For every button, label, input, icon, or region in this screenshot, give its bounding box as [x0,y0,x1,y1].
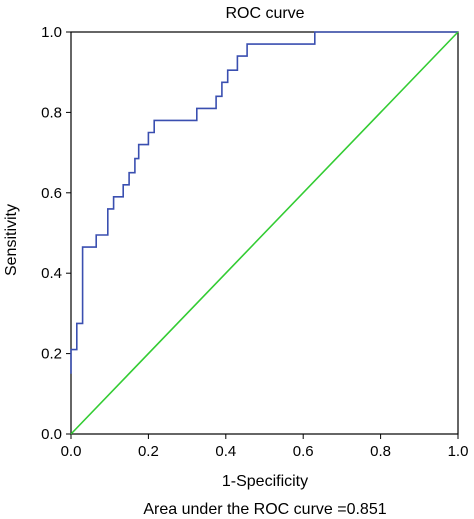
y-tick-label: 0.4 [41,265,62,282]
y-tick-label: 1.0 [41,24,62,41]
chart-title: ROC curve [225,5,304,22]
x-tick-label: 0.0 [61,443,82,460]
x-tick-label: 0.4 [215,443,236,460]
auc-annotation: Area under the ROC curve =0.851 [143,501,386,518]
y-axis-label: Sensitivity [3,204,20,276]
y-tick-label: 0.6 [41,185,62,202]
x-tick-label: 0.6 [293,443,314,460]
plot-frame [70,31,459,435]
x-tick-label: 0.2 [138,443,159,460]
roc-curve-line [70,31,458,374]
x-tick-label: 1.0 [448,443,469,460]
x-tick-label: 0.8 [370,443,391,460]
y-tick-label: 0.0 [41,426,62,443]
series-layer [70,31,459,435]
x-axis-label: 1-Specificity [222,473,308,490]
axes: 0.0 0.2 0.4 0.6 0.8 1.0 0.0 0.2 0.4 0.6 0.8 1.0 [41,24,468,460]
y-tick-label: 0.2 [41,346,62,363]
y-tick-label: 0.8 [41,104,62,121]
reference-diagonal-line [70,31,459,435]
